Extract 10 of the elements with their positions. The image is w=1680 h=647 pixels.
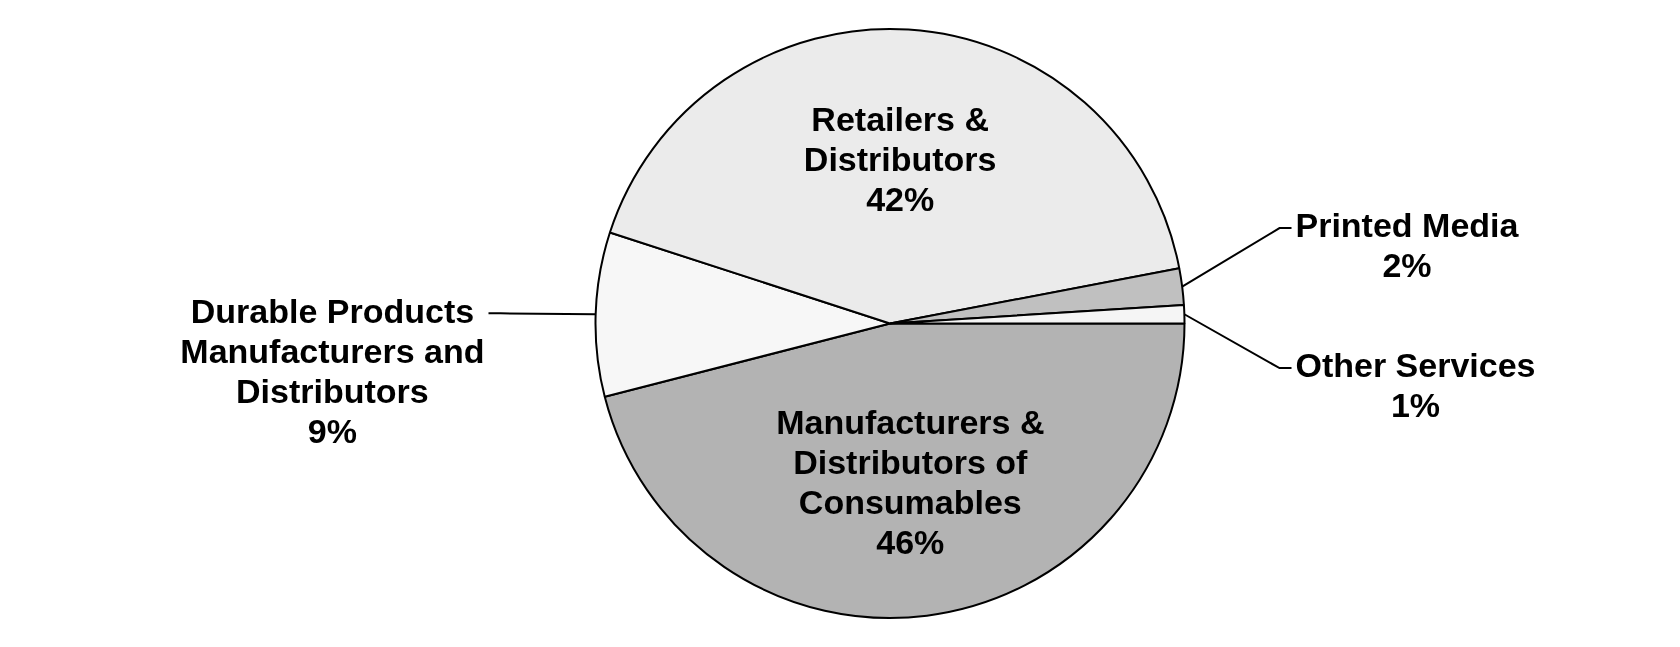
- slice-label: Durable Products Manufacturers and Distributors: [180, 291, 485, 410]
- data-label: 9%: [307, 411, 357, 450]
- slice-label: Other Services: [1295, 346, 1536, 385]
- data-label: 46%: [876, 522, 945, 561]
- data-label: 1%: [1390, 386, 1441, 425]
- slice-label: Manufacturers & Distributors of Consumables: [776, 402, 1045, 521]
- slice-label: Printed Media: [1295, 206, 1520, 245]
- data-label: 2%: [1382, 246, 1432, 285]
- data-label: 42%: [866, 180, 935, 219]
- slice-label: Retailers & Distributors: [803, 100, 997, 179]
